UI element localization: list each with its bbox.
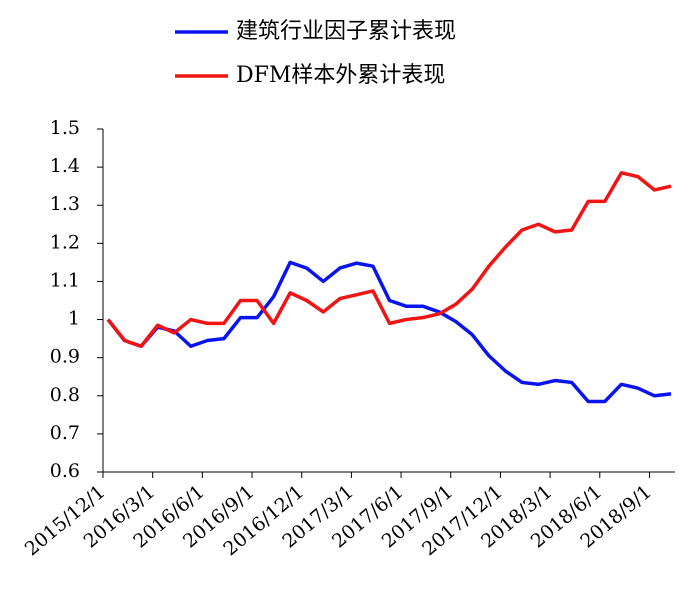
y-tick-label: 0.7	[50, 422, 80, 444]
y-tick-label: 0.8	[50, 384, 80, 406]
y-tick-label: 1.5	[50, 117, 80, 139]
legend-label: DFM样本外累计表现	[236, 63, 445, 88]
y-tick-label: 0.9	[50, 346, 80, 368]
y-tick-label: 1.2	[50, 231, 80, 253]
y-tick-label: 0.6	[50, 460, 80, 482]
legend-label: 建筑行业因子累计表现	[236, 19, 456, 44]
y-tick-label: 1	[68, 308, 80, 330]
y-tick-label: 1.1	[50, 269, 80, 291]
y-tick-label: 1.4	[50, 155, 80, 177]
series-line	[106, 260, 672, 404]
y-tick-label: 1.3	[50, 193, 80, 215]
series-line	[106, 171, 672, 348]
